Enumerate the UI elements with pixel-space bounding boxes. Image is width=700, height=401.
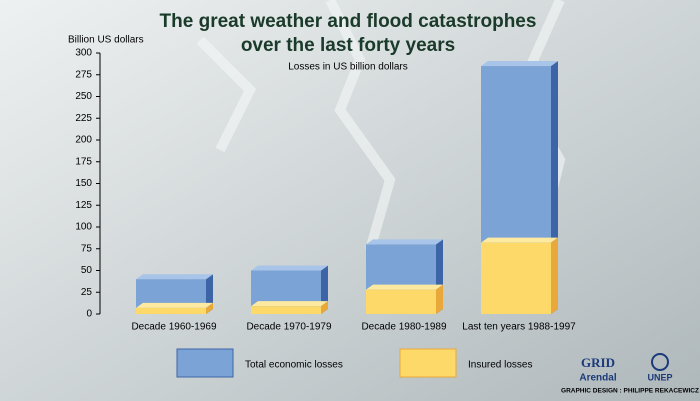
y-tick-label: 300: [75, 48, 92, 59]
credit: GRAPHIC DESIGN : PHILIPPE REKACEWICZ: [561, 388, 699, 395]
chart-subtitle: Losses in US billion dollars: [288, 62, 408, 73]
y-tick-label: 250: [75, 91, 92, 102]
legend-swatch: [399, 348, 457, 378]
x-tick-label: Decade 1980-1989: [361, 322, 447, 333]
logo-text: Arendal: [579, 373, 616, 384]
y-tick-label: 50: [81, 265, 93, 276]
bar-top: [366, 284, 443, 290]
bar-side: [436, 284, 443, 314]
bar-top: [366, 239, 443, 245]
bar-side: [551, 237, 558, 314]
legend-swatch: [176, 348, 234, 378]
bar-top: [481, 237, 558, 243]
bar-side: [206, 302, 213, 314]
y-tick-label: 275: [75, 69, 92, 80]
y-tick-label: 0: [86, 309, 92, 320]
y-tick-label: 200: [75, 135, 92, 146]
logo-text: UNEP: [647, 372, 672, 382]
bar-top: [136, 274, 213, 280]
x-tick-label: Decade 1960-1969: [131, 322, 217, 333]
y-tick-label: 150: [75, 178, 92, 189]
chart-title: over the last forty years: [241, 35, 455, 56]
bar-top: [251, 265, 328, 271]
y-tick-label: 100: [75, 222, 92, 233]
y-tick-label: 175: [75, 156, 92, 167]
bar: [481, 242, 551, 314]
chart-title: The great weather and flood catastrophes: [160, 11, 537, 32]
y-tick-label: 125: [75, 200, 92, 211]
bar-top: [481, 61, 558, 67]
y-tick-label: 75: [81, 243, 93, 254]
logo-icon: [651, 353, 669, 371]
legend-label: Insured losses: [468, 360, 532, 371]
y-axis-label: Billion US dollars: [68, 35, 144, 46]
x-tick-label: Decade 1970-1979: [246, 322, 332, 333]
bar-side: [321, 301, 328, 314]
y-tick-label: 225: [75, 113, 92, 124]
bar-top: [136, 302, 213, 308]
y-tick-label: 25: [81, 287, 93, 298]
bar: [251, 306, 321, 314]
bar: [366, 289, 436, 314]
logo-text: GRID: [581, 355, 615, 370]
x-tick-label: Last ten years 1988-1997: [462, 322, 576, 333]
legend-label: Total economic losses: [245, 360, 343, 371]
bar-top: [251, 301, 328, 307]
bar: [136, 307, 206, 314]
